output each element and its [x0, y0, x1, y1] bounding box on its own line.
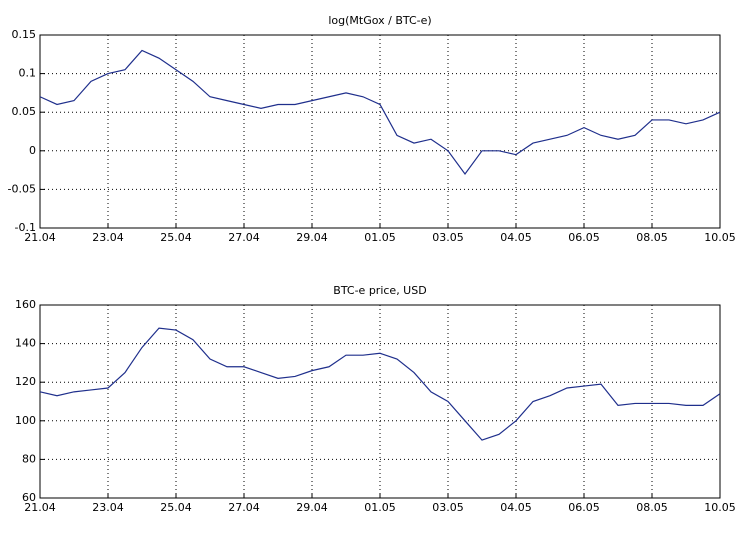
x-tick-label: 08.05 [636, 501, 668, 514]
axes-box [39, 304, 721, 499]
y-tick-label: 120 [15, 375, 36, 388]
chart-title: log(MtGox / BTC-e) [328, 14, 431, 27]
x-tick-label: 06.05 [568, 501, 600, 514]
y-tick-label: -0.05 [8, 182, 36, 195]
x-tick-label: 21.04 [24, 501, 56, 514]
data-line [39, 327, 721, 441]
x-tick-label: 03.05 [432, 231, 464, 244]
x-tick-label: 08.05 [636, 231, 668, 244]
x-tick-label: 01.05 [364, 501, 396, 514]
x-tick-label: 21.04 [24, 231, 56, 244]
y-tick-label: 80 [22, 452, 36, 465]
chart-title: BTC-e price, USD [333, 284, 426, 297]
y-tick-label: 0 [29, 144, 36, 157]
x-tick-label: 29.04 [296, 501, 328, 514]
x-tick-label: 27.04 [228, 231, 260, 244]
x-tick-label: 25.04 [160, 501, 192, 514]
x-tick-label: 06.05 [568, 231, 600, 244]
y-tick-label: 0.1 [19, 67, 37, 80]
x-tick-label: 01.05 [364, 231, 396, 244]
y-tick-label: 160 [15, 298, 36, 311]
x-tick-label: 27.04 [228, 501, 260, 514]
x-tick-label: 10.05 [704, 231, 736, 244]
x-tick-label: 04.05 [500, 501, 532, 514]
y-tick-label: 60 [22, 491, 36, 504]
x-tick-label: 25.04 [160, 231, 192, 244]
x-tick-label: 03.05 [432, 501, 464, 514]
y-tick-label: 100 [15, 414, 36, 427]
y-tick-label: -0.1 [15, 221, 36, 234]
x-tick-label: 23.04 [92, 231, 124, 244]
x-tick-label: 23.04 [92, 501, 124, 514]
y-tick-label: 0.15 [12, 28, 37, 41]
x-tick-label: 29.04 [296, 231, 328, 244]
y-tick-label: 140 [15, 337, 36, 350]
x-tick-label: 04.05 [500, 231, 532, 244]
data-line [39, 49, 721, 175]
y-tick-label: 0.05 [12, 105, 37, 118]
axes-box [39, 34, 721, 229]
x-tick-label: 10.05 [704, 501, 736, 514]
